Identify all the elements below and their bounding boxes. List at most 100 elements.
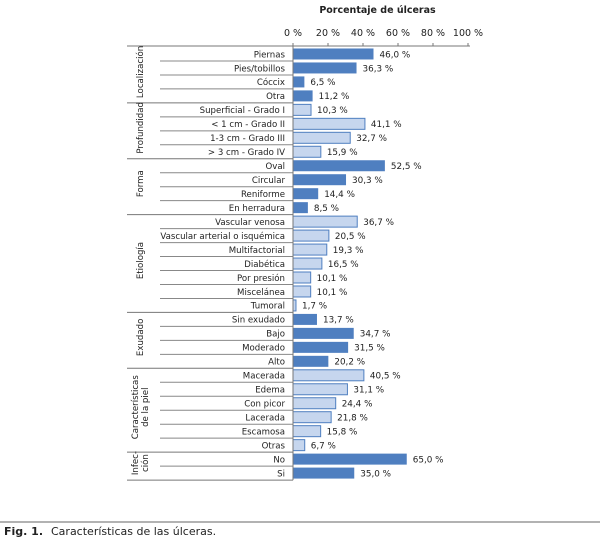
- data-label: 40,5 %: [370, 372, 401, 382]
- bar: [292, 103, 312, 116]
- data-label: 41,1 %: [371, 120, 402, 130]
- bar: [292, 257, 323, 270]
- category-label: Oval: [265, 162, 285, 172]
- group-label: Profundidad: [136, 102, 146, 154]
- data-label: 21,8 %: [337, 414, 368, 424]
- category-label: Macerada: [243, 372, 285, 382]
- category-label: Cóccix: [257, 77, 285, 88]
- data-label: 20,2 %: [334, 358, 365, 368]
- group-label: Forma: [136, 170, 146, 197]
- group-label: ción: [140, 454, 151, 472]
- bar: [292, 243, 328, 256]
- bar: [292, 411, 332, 424]
- category-label: 1-3 cm - Grado III: [210, 134, 285, 144]
- category-label: Si: [277, 469, 285, 479]
- data-label: 13,7 %: [323, 316, 354, 326]
- bar: [293, 174, 347, 186]
- category-label: Lacerada: [245, 414, 285, 424]
- category-label: Bajo: [266, 330, 285, 340]
- data-label: 10,3 %: [317, 106, 348, 116]
- bar: [292, 215, 358, 228]
- category-label: Vascular venosa: [215, 218, 285, 228]
- tick-label: 0 %: [284, 28, 302, 39]
- bar: [292, 439, 306, 452]
- bar: [293, 355, 329, 367]
- group-label: Infec-: [131, 451, 141, 475]
- bar: [293, 313, 317, 325]
- bar: [293, 467, 355, 479]
- category-label: Superficial - Grado I: [200, 106, 285, 116]
- bar: [292, 383, 348, 396]
- group-label: de la piel: [141, 388, 151, 427]
- data-label: 31,5 %: [354, 344, 385, 354]
- data-label: 6,7 %: [311, 441, 336, 451]
- bar: [292, 229, 330, 242]
- category-label: Piernas: [254, 50, 286, 60]
- figure-caption: Fig. 1. Características de las úlceras.: [4, 525, 216, 538]
- bar: [293, 160, 385, 172]
- data-label: 32,7 %: [356, 134, 387, 144]
- category-label: < 1 cm - Grado II: [211, 120, 285, 130]
- tick-label: 60 %: [386, 28, 410, 39]
- category-label: En herradura: [229, 204, 285, 214]
- category-label: Otra: [266, 92, 285, 102]
- data-label: 20,5 %: [335, 232, 366, 242]
- category-label: Por presión: [237, 273, 285, 284]
- category-label: Otras: [262, 441, 286, 451]
- bar: [292, 285, 312, 298]
- bar: [292, 117, 366, 130]
- data-label: 34,7 %: [360, 330, 391, 340]
- data-label: 10,1 %: [317, 288, 348, 298]
- category-label: Sin exudado: [232, 316, 285, 326]
- data-label: 46,0 %: [380, 50, 411, 60]
- data-label: 52,5 %: [391, 162, 422, 172]
- bar: [292, 145, 322, 158]
- bar: [293, 327, 354, 339]
- category-label: Tumoral: [250, 302, 285, 312]
- data-label: 6,5 %: [310, 78, 335, 88]
- category-label: Pies/tobillos: [234, 64, 286, 74]
- data-label: 24,4 %: [342, 400, 373, 410]
- data-label: 10,1 %: [317, 274, 348, 284]
- category-label: Escamosa: [242, 427, 285, 437]
- category-label: Diabética: [244, 259, 285, 270]
- data-label: 36,3 %: [363, 64, 394, 74]
- data-label: 30,3 %: [352, 176, 383, 186]
- tick-label: 100 %: [453, 28, 483, 39]
- category-label: No: [273, 455, 285, 465]
- data-label: 15,8 %: [327, 427, 358, 437]
- bar: [292, 369, 365, 382]
- category-label: Vascular arterial o isquémica: [160, 231, 285, 242]
- bar: [293, 202, 308, 214]
- category-label: Reniforme: [241, 190, 285, 200]
- bar: [293, 188, 319, 200]
- category-label: Moderado: [242, 344, 285, 354]
- bar: [292, 271, 312, 284]
- data-label: 14,4 %: [324, 190, 355, 200]
- tick-label: 40 %: [351, 28, 375, 39]
- data-label: 16,5 %: [328, 260, 359, 270]
- category-label: Miscelánea: [237, 288, 285, 298]
- bar: [293, 76, 305, 88]
- bar: [293, 453, 407, 465]
- data-label: 1,7 %: [302, 302, 327, 312]
- tick-label: 80 %: [421, 28, 445, 39]
- data-label: 15,9 %: [327, 148, 358, 158]
- bar: [292, 397, 337, 410]
- group-label: Características: [131, 375, 141, 440]
- data-label: 36,7 %: [363, 218, 394, 228]
- group-label: Etiología: [136, 242, 146, 279]
- chart-title: Porcentaje de úlceras: [319, 5, 436, 16]
- data-label: 35,0 %: [360, 469, 391, 479]
- data-label: 8,5 %: [314, 204, 339, 214]
- group-label: Exudado: [136, 319, 146, 356]
- bar: [292, 425, 322, 438]
- group-label: Localización: [135, 46, 146, 98]
- category-label: Con picor: [244, 400, 285, 410]
- bar: [293, 48, 374, 60]
- data-label: 65,0 %: [413, 455, 444, 465]
- category-label: Multifactorial: [229, 246, 285, 256]
- category-label: Alto: [268, 358, 285, 368]
- bar: [293, 62, 357, 74]
